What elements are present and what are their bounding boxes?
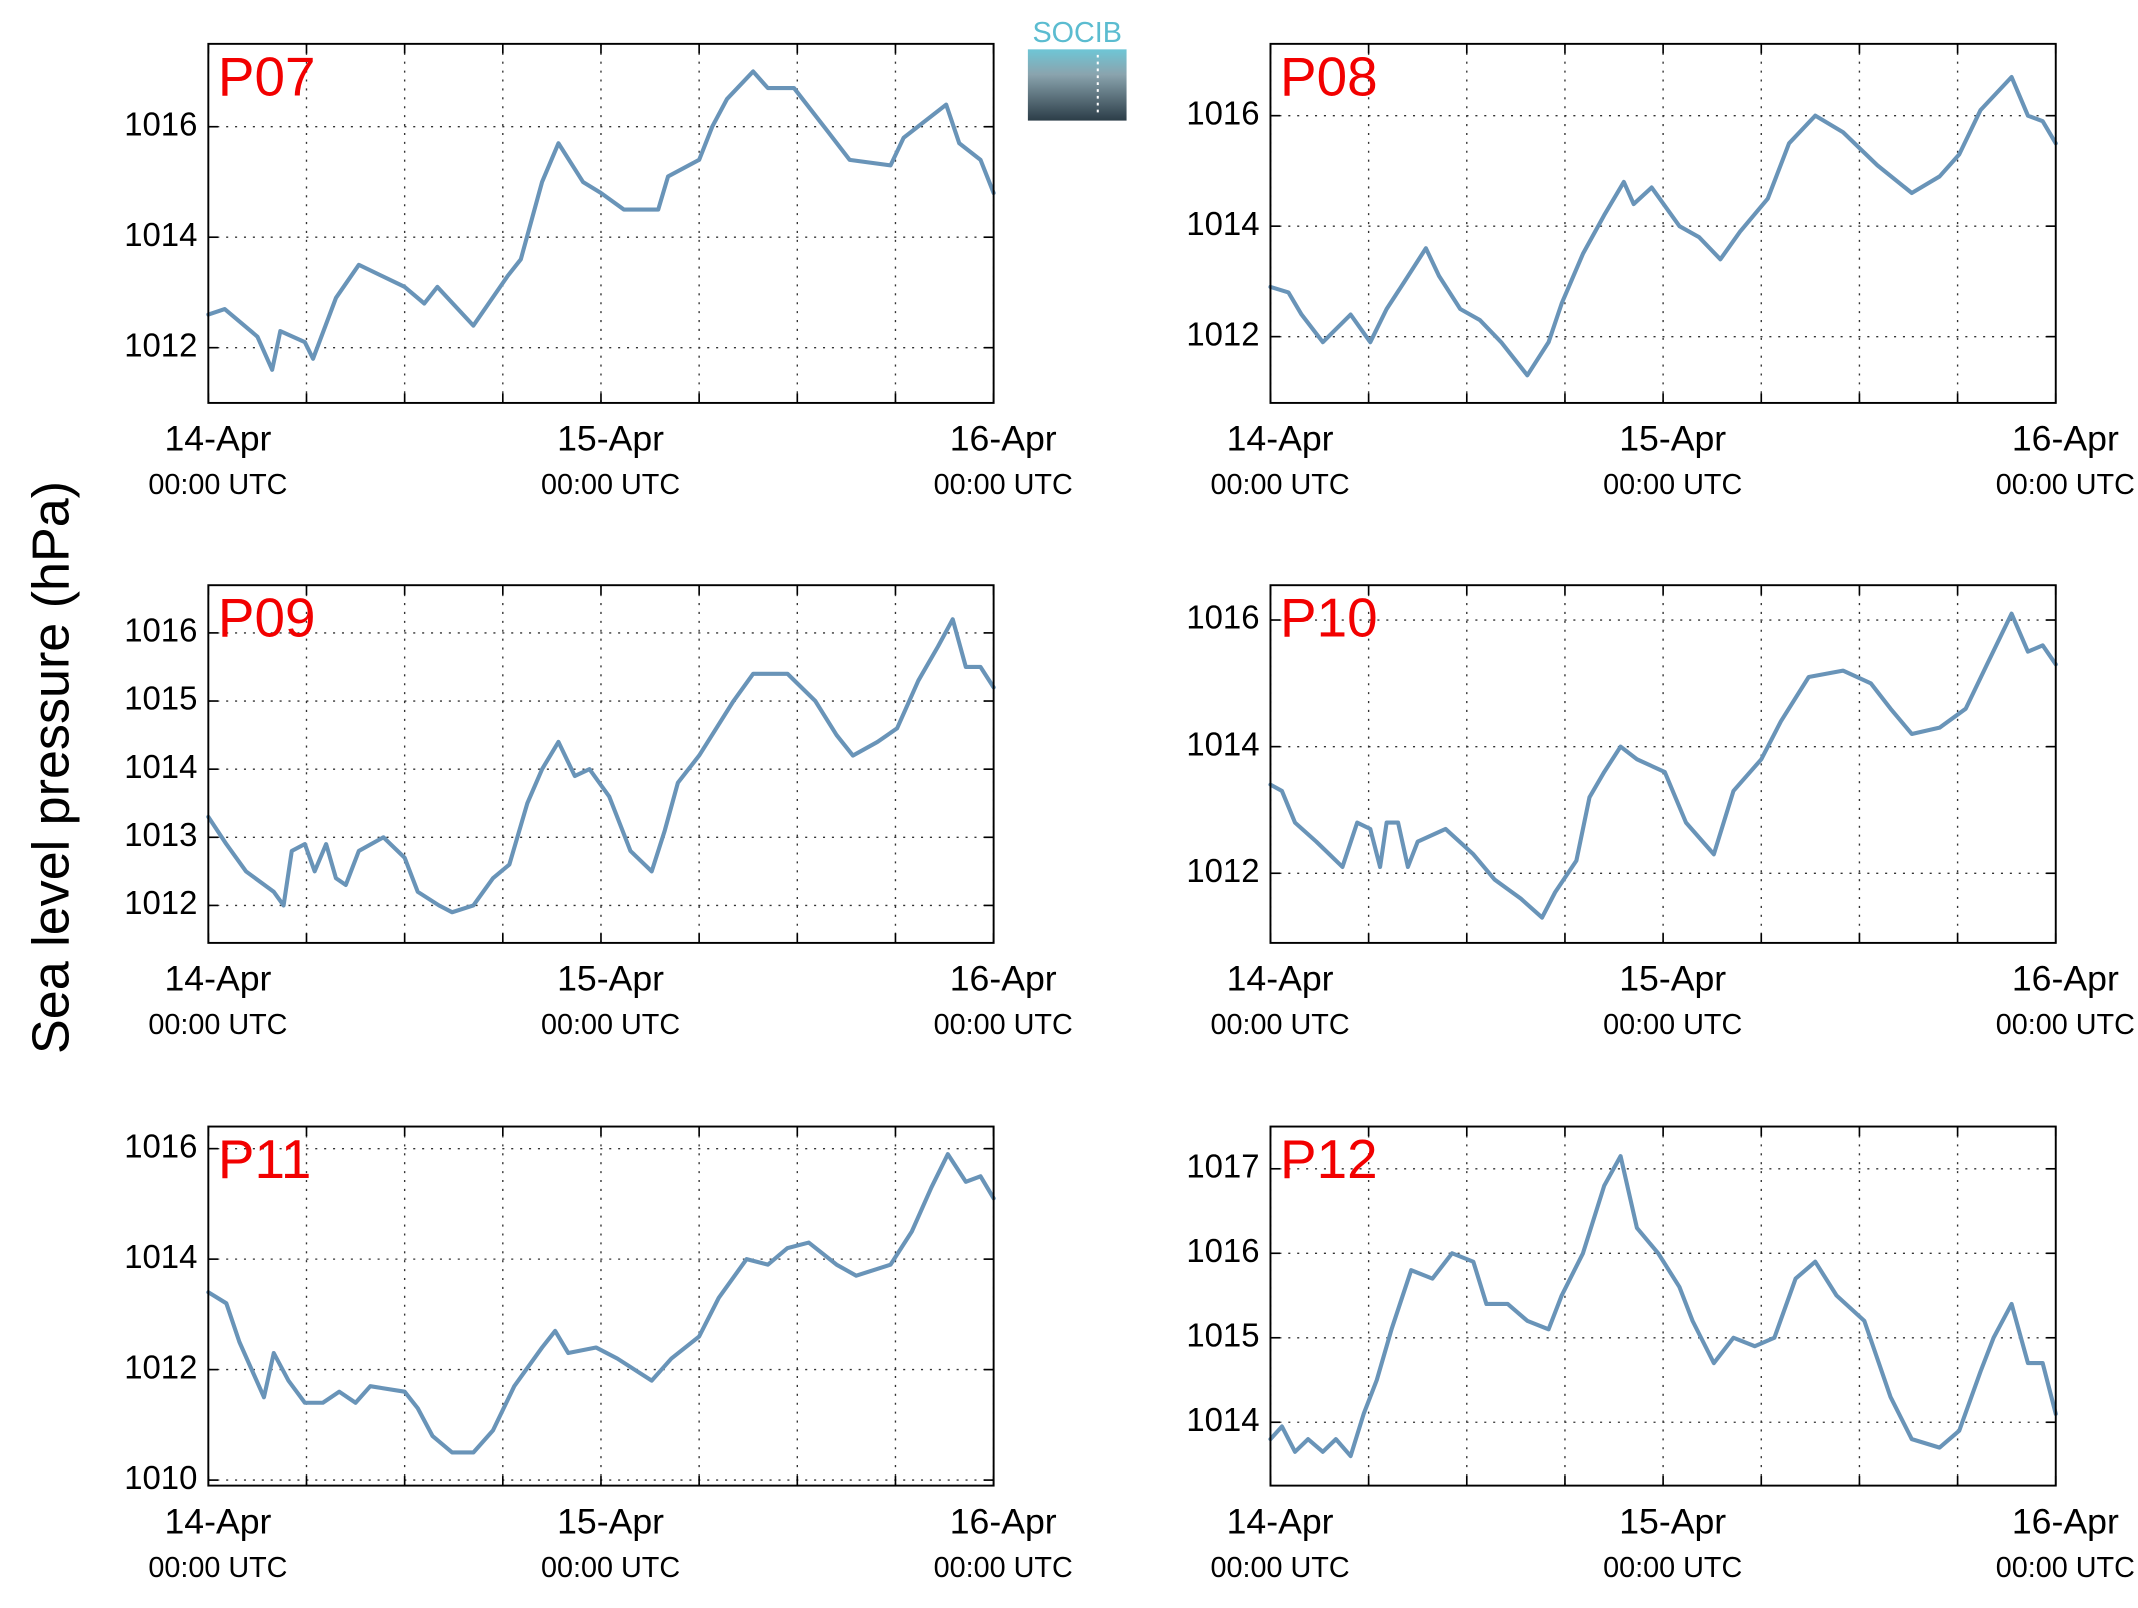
panel: 1010 1012 1014 1016 14-Apr 00:00 UTC 15-Apr 00:… — [124, 1125, 1073, 1584]
y-tick-label: 1016 — [124, 105, 197, 142]
plot-frame — [207, 42, 995, 404]
panel-title: P12 — [1280, 1128, 1378, 1190]
data-line — [1268, 611, 2058, 920]
plot-frame — [1269, 1125, 2057, 1487]
y-tick-label: 1014 — [1186, 725, 1259, 762]
data-line — [1268, 1154, 2058, 1459]
y-tick-label: 1015 — [1186, 1316, 1259, 1353]
panel: 1012 1014 1016 14-Apr 00:00 UTC 15-Apr 00:00 U… — [1186, 42, 2135, 501]
plot-frame — [1269, 42, 2057, 404]
x-tick-sublabel: 00:00 UTC — [541, 1552, 680, 1584]
y-tick-label: 1014 — [1186, 1401, 1259, 1438]
y-tick-label: 1016 — [124, 612, 197, 649]
y-tick-label: 1016 — [1186, 94, 1259, 131]
data-line — [1268, 74, 2058, 378]
logo-text: SOCIB — [1032, 17, 1122, 49]
panel: 1014 1015 1016 1017 14-Apr 00:00 UTC 15-Apr 00:… — [1186, 1125, 2135, 1584]
x-tick-label: 15-Apr — [557, 1501, 664, 1541]
x-tick-label: 14-Apr — [1227, 419, 1334, 459]
panel-title: P09 — [218, 587, 316, 649]
y-tick-label: 1012 — [124, 1348, 197, 1385]
y-tick-label: 1016 — [124, 1127, 197, 1164]
logo-box — [1027, 49, 1127, 121]
x-tick-sublabel: 00:00 UTC — [148, 469, 287, 501]
x-tick-label: 14-Apr — [164, 959, 271, 999]
x-tick-label: 14-Apr — [1227, 959, 1334, 999]
logo: SOCIB — [1027, 17, 1127, 121]
y-tick-label: 1012 — [124, 326, 197, 363]
y-tick-label: 1013 — [124, 816, 197, 853]
y-axis-label: Sea level pressure (hPa) — [23, 481, 81, 1054]
panel-title: P11 — [218, 1128, 311, 1190]
y-tick-label: 1014 — [1186, 205, 1259, 242]
x-tick-label: 15-Apr — [1619, 959, 1726, 999]
x-tick-label: 16-Apr — [2012, 1501, 2119, 1541]
panel: 1012 1013 1014 1015 1016 14-Apr 00:00 UTC 15-Ap… — [124, 584, 1073, 1041]
x-tick-label: 14-Apr — [164, 419, 271, 459]
y-tick-label: 1012 — [1186, 315, 1259, 352]
x-tick-sublabel: 00:00 UTC — [1603, 1552, 1742, 1584]
x-tick-label: 16-Apr — [950, 959, 1057, 999]
y-tick-label: 1014 — [124, 216, 197, 253]
y-tick-label: 1016 — [1186, 599, 1259, 636]
x-tick-sublabel: 00:00 UTC — [541, 1009, 680, 1041]
y-tick-label: 1017 — [1186, 1147, 1259, 1184]
x-tick-label: 16-Apr — [2012, 959, 2119, 999]
x-tick-sublabel: 00:00 UTC — [1603, 1009, 1742, 1041]
data-line — [206, 617, 996, 915]
data-line — [206, 1152, 996, 1455]
plot-frame — [207, 584, 995, 944]
y-tick-label: 1012 — [124, 884, 197, 921]
data-line — [206, 69, 996, 372]
x-tick-sublabel: 00:00 UTC — [1996, 469, 2135, 501]
x-tick-sublabel: 00:00 UTC — [934, 1552, 1073, 1584]
plot-frame — [1269, 584, 2057, 944]
x-tick-sublabel: 00:00 UTC — [148, 1009, 287, 1041]
x-tick-sublabel: 00:00 UTC — [1996, 1552, 2135, 1584]
y-tick-label: 1014 — [124, 1238, 197, 1275]
x-tick-label: 15-Apr — [1619, 1501, 1726, 1541]
panel-title: P10 — [1280, 587, 1378, 649]
y-tick-label: 1010 — [124, 1459, 197, 1496]
x-tick-label: 15-Apr — [1619, 419, 1726, 459]
x-tick-sublabel: 00:00 UTC — [1996, 1009, 2135, 1041]
x-tick-sublabel: 00:00 UTC — [1211, 1552, 1350, 1584]
x-tick-label: 15-Apr — [557, 419, 664, 459]
x-tick-sublabel: 00:00 UTC — [934, 1009, 1073, 1041]
x-tick-sublabel: 00:00 UTC — [148, 1552, 287, 1584]
panel: 1012 1014 1016 14-Apr 00:00 UTC 15-Apr 00:00 U… — [124, 42, 1073, 501]
x-tick-sublabel: 00:00 UTC — [1211, 469, 1350, 501]
x-tick-sublabel: 00:00 UTC — [1211, 1009, 1350, 1041]
x-tick-label: 15-Apr — [557, 959, 664, 999]
panel-title: P07 — [218, 45, 316, 107]
y-tick-label: 1014 — [124, 748, 197, 785]
x-tick-label: 14-Apr — [164, 1501, 271, 1541]
panel: 1012 1014 1016 14-Apr 00:00 UTC 15-Apr 00:00 U… — [1186, 584, 2135, 1041]
y-tick-label: 1016 — [1186, 1232, 1259, 1269]
y-tick-label: 1012 — [1186, 852, 1259, 889]
x-tick-label: 16-Apr — [950, 1501, 1057, 1541]
x-tick-sublabel: 00:00 UTC — [541, 469, 680, 501]
x-tick-label: 16-Apr — [2012, 419, 2119, 459]
x-tick-label: 16-Apr — [950, 419, 1057, 459]
x-tick-sublabel: 00:00 UTC — [934, 469, 1073, 501]
panel-title: P08 — [1280, 45, 1378, 107]
y-tick-label: 1015 — [124, 680, 197, 717]
plot-frame — [207, 1125, 995, 1487]
x-tick-sublabel: 00:00 UTC — [1603, 469, 1742, 501]
x-tick-label: 14-Apr — [1227, 1501, 1334, 1541]
